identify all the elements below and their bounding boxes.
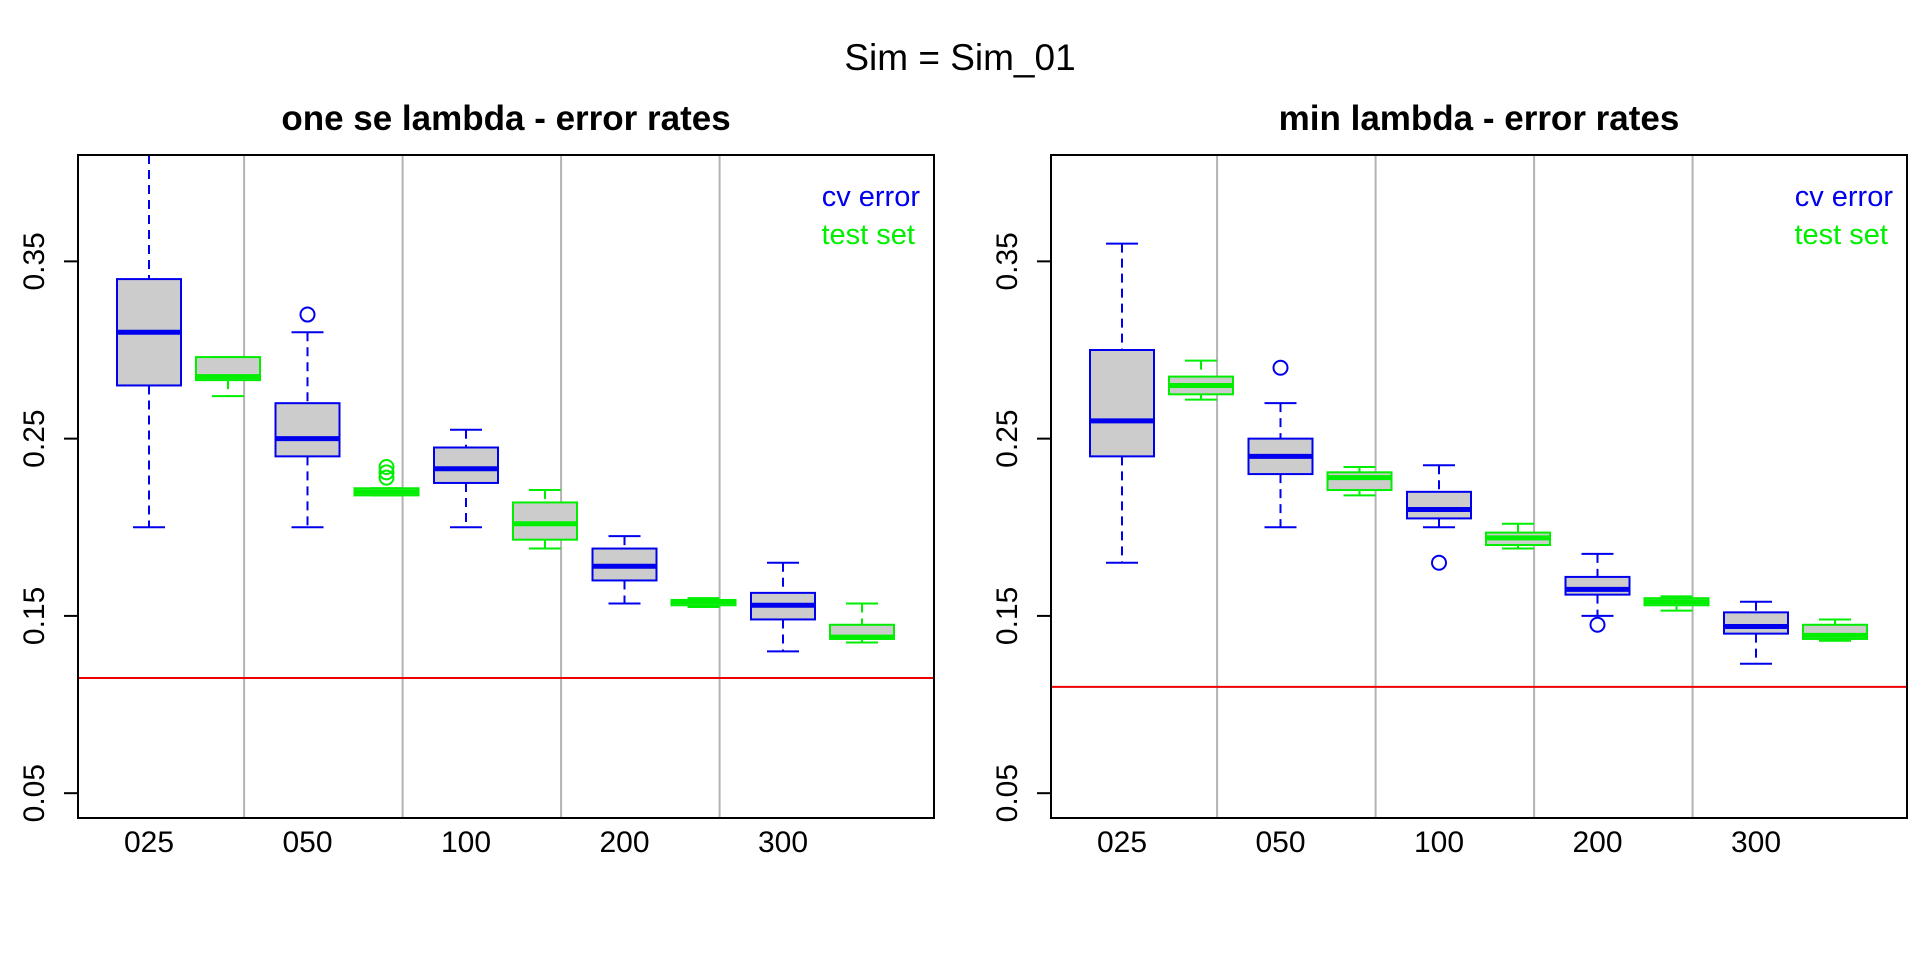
y-tick-label: 0.05 [991, 764, 1024, 822]
y-tick-label: 0.15 [991, 587, 1024, 645]
legend-label-cv: cv error [1795, 181, 1894, 213]
x-tick-label: 025 [124, 826, 174, 859]
box-cv-025 [116, 154, 182, 529]
box-cv-300 [750, 561, 816, 653]
box-test-200 [1643, 595, 1710, 612]
outlier-point [1431, 554, 1447, 571]
box-body [433, 446, 499, 484]
box-body [1406, 490, 1472, 520]
box-test-100 [512, 489, 578, 550]
outlier-point [1589, 616, 1606, 633]
x-tick-label: 200 [599, 826, 649, 859]
box-body [1723, 611, 1789, 635]
box-test-200 [670, 597, 737, 609]
box-cv-100 [433, 428, 499, 529]
box-cv-300 [1723, 600, 1789, 665]
x-tick-label: 050 [282, 826, 332, 859]
x-tick-label: 300 [758, 826, 808, 859]
box-cv-025 [1089, 242, 1155, 564]
box-test-025 [1168, 359, 1234, 401]
panel-title: min lambda - error rates [1279, 99, 1680, 138]
box-cv-200 [1564, 552, 1631, 633]
plot-frame [77, 154, 935, 819]
box-body [274, 402, 341, 458]
x-tick-label: 025 [1097, 826, 1147, 859]
box-test-050 [1326, 466, 1393, 497]
box-test-100 [1485, 522, 1551, 550]
y-tick-label: 0.35 [18, 232, 51, 290]
y-tick-label: 0.25 [991, 409, 1024, 467]
outlier-point [378, 464, 395, 481]
outlier-point [299, 306, 316, 323]
y-tick-label: 0.35 [991, 232, 1024, 290]
box-body [1089, 349, 1155, 458]
x-tick-label: 200 [1572, 826, 1622, 859]
plot-frame [1050, 154, 1908, 819]
x-tick-label: 100 [1414, 826, 1464, 859]
y-tick-label: 0.15 [18, 587, 51, 645]
outlier-point [1272, 359, 1289, 376]
x-tick-label: 300 [1731, 826, 1781, 859]
box-test-300 [829, 602, 895, 644]
y-tick-label: 0.05 [18, 764, 51, 822]
legend-label-test: test set [822, 219, 916, 251]
box-cv-050 [274, 306, 341, 529]
legend-label-cv: cv error [822, 181, 921, 213]
box-cv-050 [1247, 359, 1314, 529]
panel-title: one se lambda - error rates [281, 99, 730, 138]
legend-label-test: test set [1795, 219, 1889, 251]
box-cv-100 [1406, 464, 1472, 571]
y-tick-label: 0.25 [18, 409, 51, 467]
box-cv-200 [591, 535, 658, 605]
chart-panel-2: min lambda - error rates 0.05 0.15 0.25 0.35… [991, 99, 1908, 859]
x-tick-label: 050 [1255, 826, 1305, 859]
box-body [1326, 471, 1393, 492]
outlier-point [378, 459, 395, 475]
box-body [1564, 575, 1631, 596]
outlier-point [378, 469, 395, 486]
chart-panel-1: one se lambda - error rates 0.05 0.15 0.25 0… [18, 99, 935, 859]
box-test-025 [195, 356, 261, 398]
box-test-050 [353, 459, 420, 497]
legend: cv error test set [1795, 181, 1894, 251]
box-body [512, 501, 578, 541]
overall-title: Sim = Sim_01 [844, 37, 1075, 78]
panels: one se lambda - error rates 0.05 0.15 0.25 0… [18, 99, 1908, 859]
legend: cv error test set [822, 181, 921, 251]
x-tick-label: 100 [441, 826, 491, 859]
box-test-300 [1802, 618, 1868, 642]
